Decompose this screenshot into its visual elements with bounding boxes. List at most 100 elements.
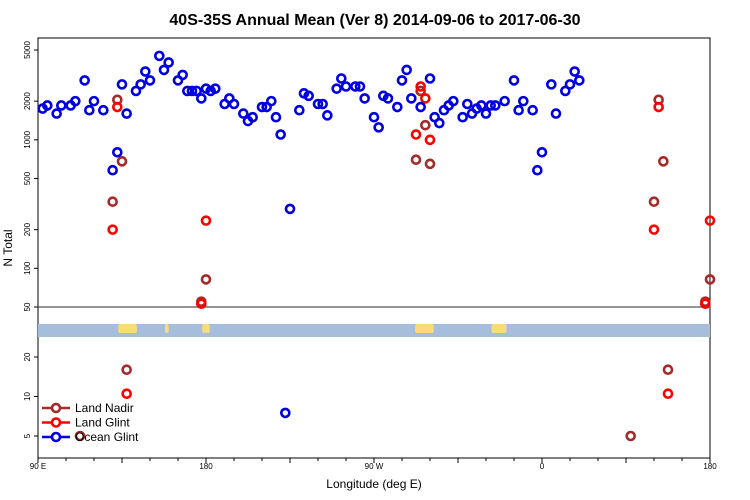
data-point: [294, 104, 305, 116]
y-tick-label: 2000: [23, 92, 32, 110]
data-point: [247, 111, 258, 123]
data-point: [158, 64, 170, 76]
y-tick-label: 1000: [23, 130, 32, 148]
data-point: [317, 98, 328, 110]
series-land-nadir: [74, 85, 716, 442]
data-point: [121, 108, 132, 119]
legend-label: Land Glint: [75, 416, 130, 430]
legend-label: Ocean Glint: [75, 430, 139, 444]
data-point: [275, 129, 286, 140]
data-point: [228, 98, 240, 110]
data-point: [322, 110, 333, 121]
map-land: [415, 324, 434, 333]
map-ocean: [38, 324, 710, 337]
x-tick-label: 90 W: [365, 462, 384, 471]
data-point: [704, 215, 716, 226]
data-point: [480, 108, 492, 119]
x-tick-label: 180: [199, 462, 213, 471]
data-point: [700, 298, 711, 310]
map-land: [118, 324, 137, 333]
data-point: [107, 224, 118, 235]
data-point: [648, 196, 660, 207]
legend-marker: [50, 417, 62, 428]
data-point: [331, 83, 342, 94]
data-point: [648, 224, 660, 235]
data-point: [410, 129, 422, 140]
data-point: [368, 111, 380, 123]
legend-marker: [50, 431, 62, 443]
data-point: [499, 95, 510, 107]
data-point: [116, 79, 128, 90]
data-point: [51, 108, 62, 119]
y-tick-label: 200: [23, 222, 32, 236]
x-tick-label: 0: [540, 462, 545, 471]
data-point: [550, 108, 562, 119]
data-point: [396, 75, 408, 86]
data-point: [658, 156, 669, 167]
data-point: [359, 93, 370, 104]
y-tick-label: 500: [23, 171, 32, 185]
data-point: [112, 101, 123, 113]
data-point: [518, 95, 529, 107]
series-land-glint: [107, 81, 716, 400]
data-point: [186, 85, 198, 97]
data-point: [424, 134, 436, 146]
data-point: [336, 73, 347, 84]
data-point: [420, 93, 431, 104]
data-point: [476, 100, 487, 111]
data-point: [490, 100, 501, 111]
data-point: [121, 364, 132, 376]
data-point: [112, 146, 123, 158]
data-point: [704, 274, 716, 285]
y-axis-label: N Total: [1, 229, 15, 266]
data-point: [266, 95, 277, 107]
data-point: [121, 388, 132, 400]
data-point: [116, 156, 128, 167]
y-tick-label: 100: [23, 261, 32, 275]
data-point: [653, 101, 664, 113]
y-tick-label: 5: [23, 433, 32, 438]
data-point: [70, 95, 81, 107]
data-point: [410, 154, 422, 166]
data-point: [382, 93, 394, 104]
data-point: [513, 104, 524, 116]
data-point: [284, 203, 296, 215]
legend-marker: [50, 402, 62, 414]
data-point: [662, 364, 674, 376]
data-point: [42, 100, 53, 111]
legend-label: Land Nadir: [75, 401, 134, 415]
data-point: [270, 111, 282, 123]
data-point: [532, 164, 543, 176]
data-point: [98, 104, 109, 116]
data-point: [574, 75, 585, 86]
data-point: [144, 75, 156, 86]
x-tick-label: 180: [703, 462, 717, 471]
data-point: [420, 119, 431, 131]
data-point: [373, 122, 384, 133]
y-axis: 50 100 200 500 1000 2000 5000 5 10 20: [23, 41, 38, 438]
data-point: [560, 85, 571, 97]
map-land: [164, 324, 169, 333]
data-point: [392, 101, 403, 113]
data-point: [536, 146, 548, 158]
data-point: [485, 100, 496, 111]
data-point: [88, 95, 100, 107]
data-point: [107, 164, 118, 176]
y-tick-label: 20: [23, 352, 32, 361]
data-point: [135, 79, 146, 90]
data-point: [256, 101, 268, 113]
data-point: [625, 430, 636, 442]
data-point: [354, 81, 366, 92]
data-point: [79, 75, 90, 86]
data-point: [569, 66, 580, 77]
data-point: [415, 101, 426, 113]
data-point: [457, 111, 468, 123]
data-point: [238, 108, 249, 119]
data-point: [303, 90, 314, 102]
map-land: [202, 324, 208, 333]
x-tick-label: 90 E: [30, 462, 46, 471]
data-point: [182, 85, 193, 97]
data-point: [415, 81, 426, 92]
chart-title: 40S-35S Annual Mean (Ver 8) 2014-09-06 t…: [169, 12, 580, 29]
